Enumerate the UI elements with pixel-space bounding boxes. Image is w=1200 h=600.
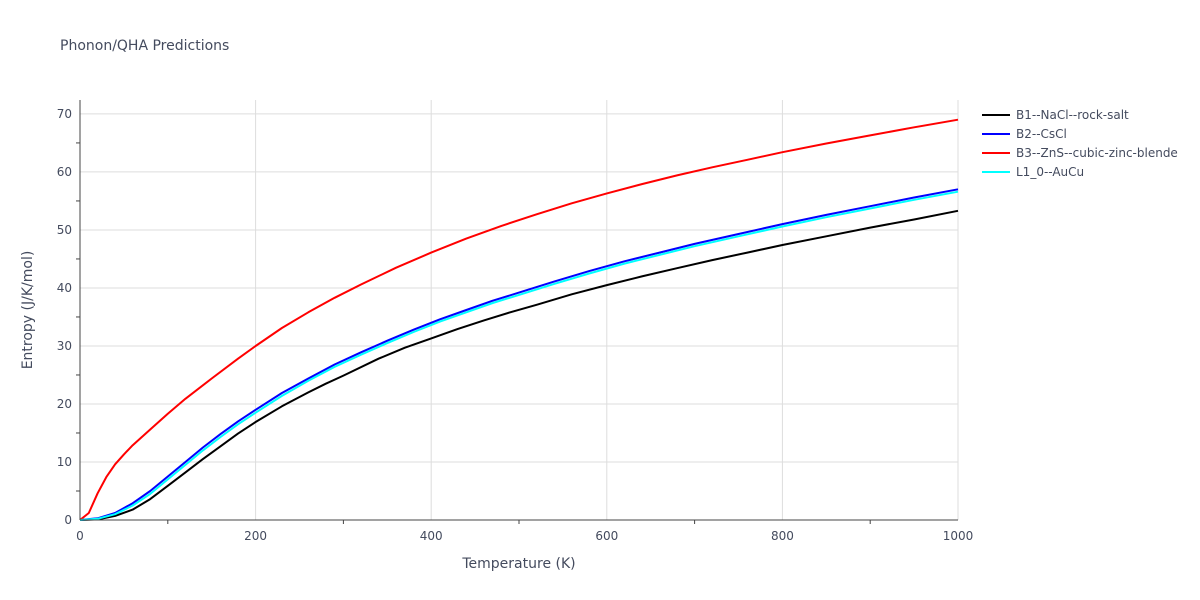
y-tick-label: 10: [57, 455, 72, 469]
x-tick-label: 800: [771, 529, 794, 543]
series-line-3: [79, 190, 959, 521]
series-line-1: [79, 188, 959, 521]
legend-item-label: B2--CsCl: [1016, 127, 1067, 141]
x-axis-label: Temperature (K): [461, 556, 575, 572]
y-tick-label: 70: [57, 107, 72, 121]
chart-title: Phonon/QHA Predictions: [60, 38, 229, 54]
y-tick-label: 30: [57, 339, 72, 353]
x-tick-label: 600: [595, 529, 618, 543]
x-tick-label: 200: [244, 529, 267, 543]
y-ticks: 0 10 20 30 40 50 60 70: [57, 107, 80, 527]
x-ticks: 0 200 400 600 800 1000: [76, 520, 973, 543]
y-tick-label: 0: [64, 513, 72, 527]
y-tick-label: 50: [57, 223, 72, 237]
grid: [80, 100, 959, 520]
legend-item-label: B1--NaCl--rock-salt: [1016, 108, 1129, 122]
y-tick-label: 20: [57, 397, 72, 411]
series-line-2: [79, 118, 959, 521]
x-tick-label: 0: [76, 529, 84, 543]
y-axis-label: Entropy (J/K/mol): [20, 251, 36, 370]
x-tick-label: 1000: [943, 529, 974, 543]
series-line-0: [79, 209, 959, 521]
series-layer: [79, 118, 959, 521]
legend-item-label: L1_0--AuCu: [1016, 165, 1084, 179]
y-tick-label: 60: [57, 165, 72, 179]
legend-item-label: B3--ZnS--cubic-zinc-blende: [1016, 146, 1178, 160]
x-tick-label: 400: [420, 529, 443, 543]
y-tick-label: 40: [57, 281, 72, 295]
legend: B1--NaCl--rock-salt B2--CsCl B3--ZnS--cubi…: [982, 108, 1178, 179]
